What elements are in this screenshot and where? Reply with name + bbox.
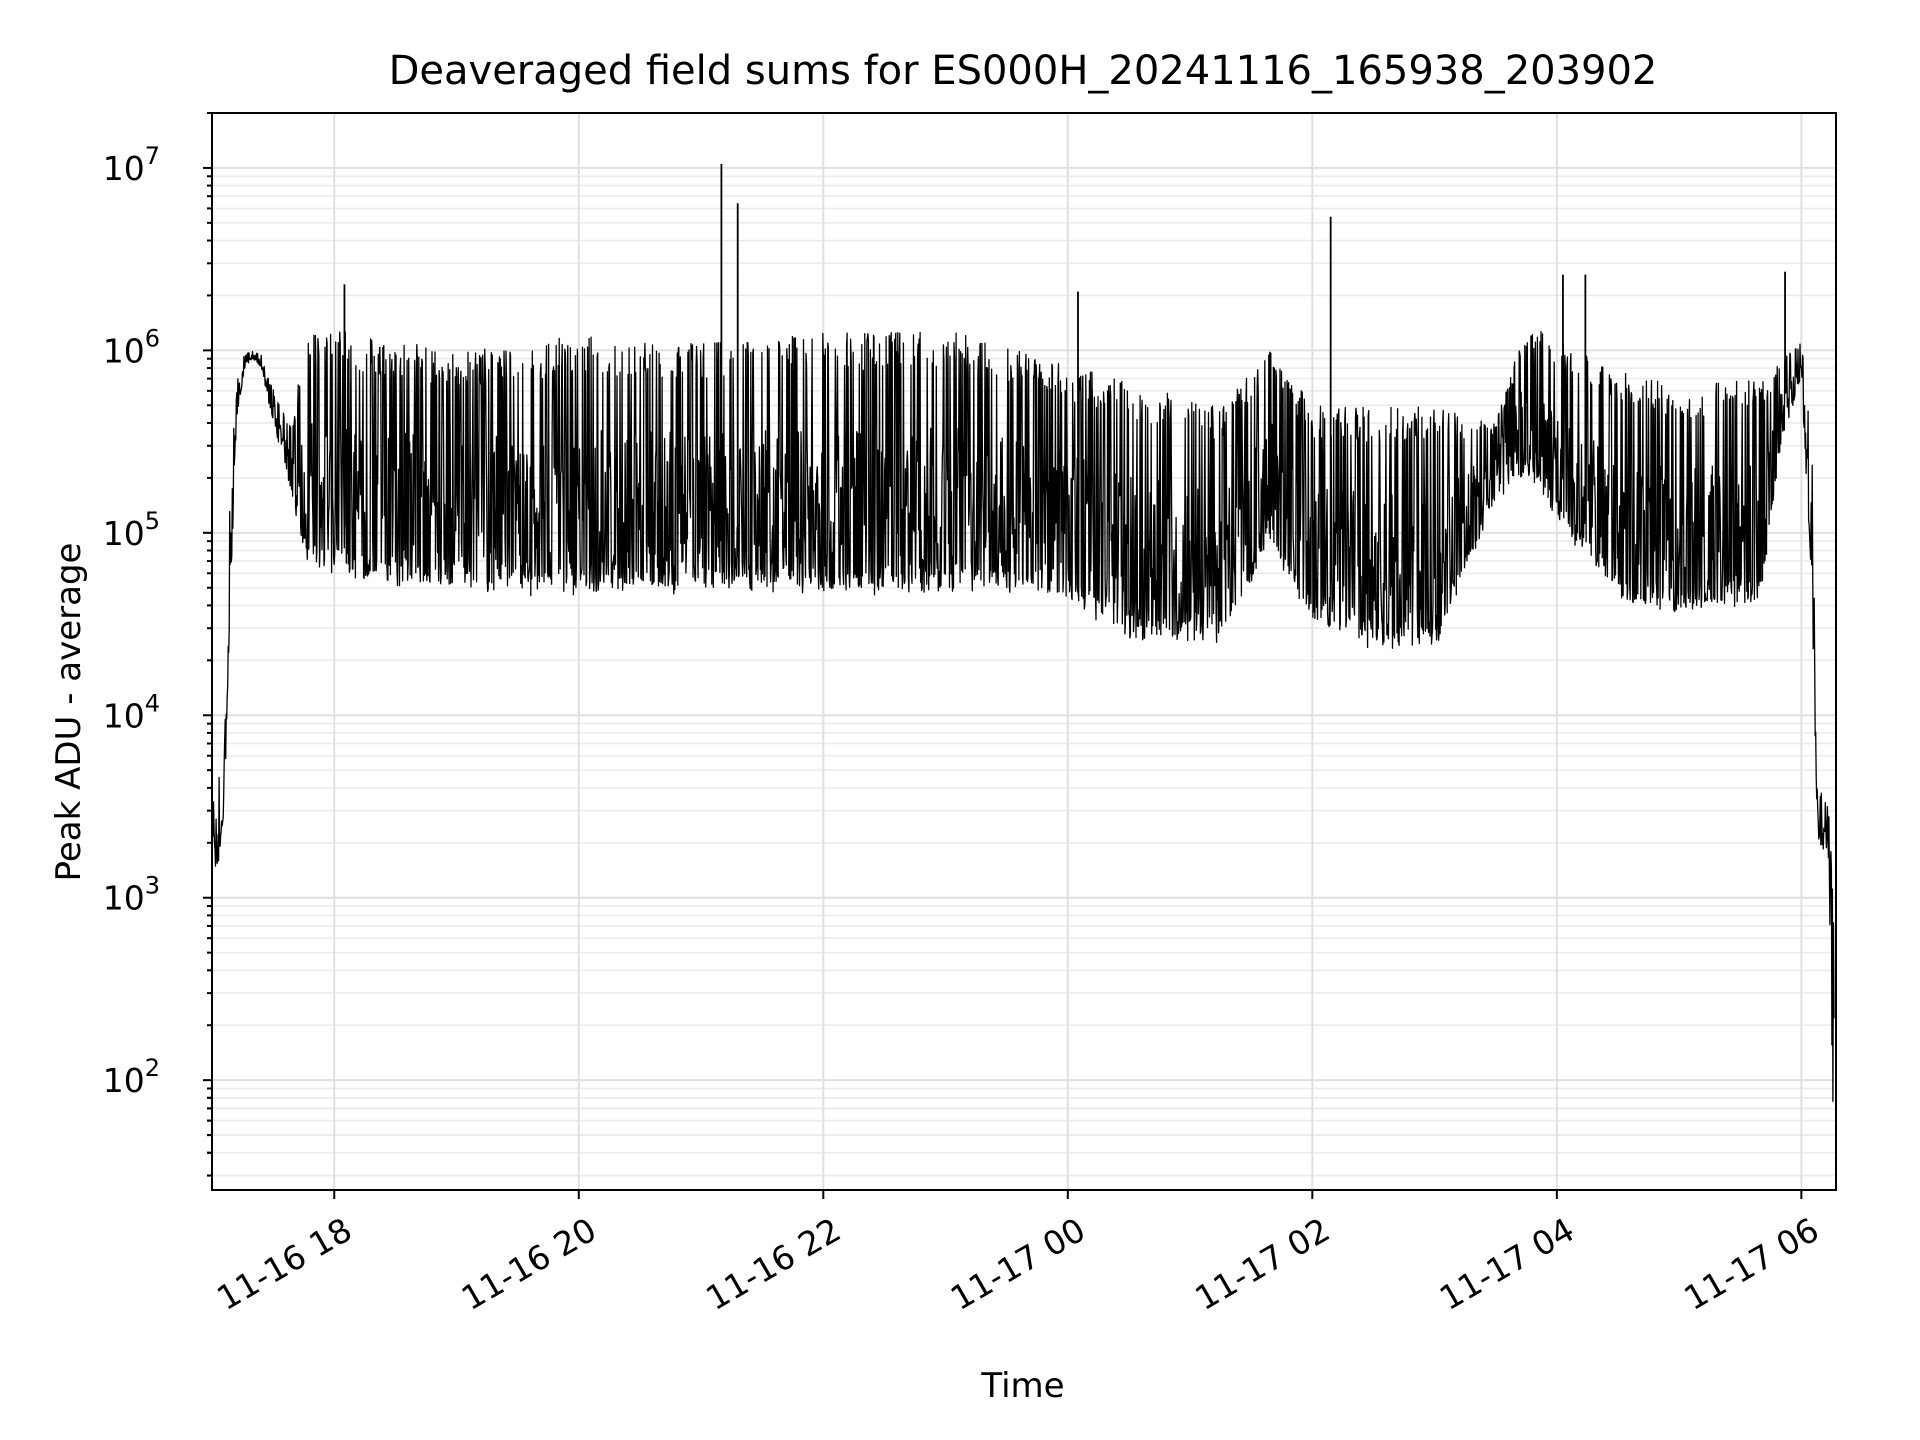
chart-title: Deaveraged field sums for ES000H_2024111… xyxy=(389,48,1658,94)
y-tick-label: 107 xyxy=(103,142,160,188)
x-axis-label: Time xyxy=(980,1366,1064,1406)
y-tick-exponent: 5 xyxy=(145,507,160,535)
y-tick-label: 102 xyxy=(103,1054,160,1100)
y-tick-exponent: 3 xyxy=(145,872,160,900)
y-tick-label: 106 xyxy=(103,324,160,370)
y-tick-label: 103 xyxy=(103,872,160,918)
y-tick-label: 104 xyxy=(103,689,160,735)
y-tick-exponent: 7 xyxy=(145,142,160,170)
y-tick-exponent: 4 xyxy=(145,689,160,717)
y-tick-exponent: 6 xyxy=(145,324,160,352)
y-tick-label: 105 xyxy=(103,507,160,553)
plot-area-frame xyxy=(211,112,1837,1191)
y-tick-exponent: 2 xyxy=(145,1054,160,1082)
series xyxy=(211,164,1835,1102)
y-axis-label: Peak ADU - average xyxy=(49,543,89,882)
